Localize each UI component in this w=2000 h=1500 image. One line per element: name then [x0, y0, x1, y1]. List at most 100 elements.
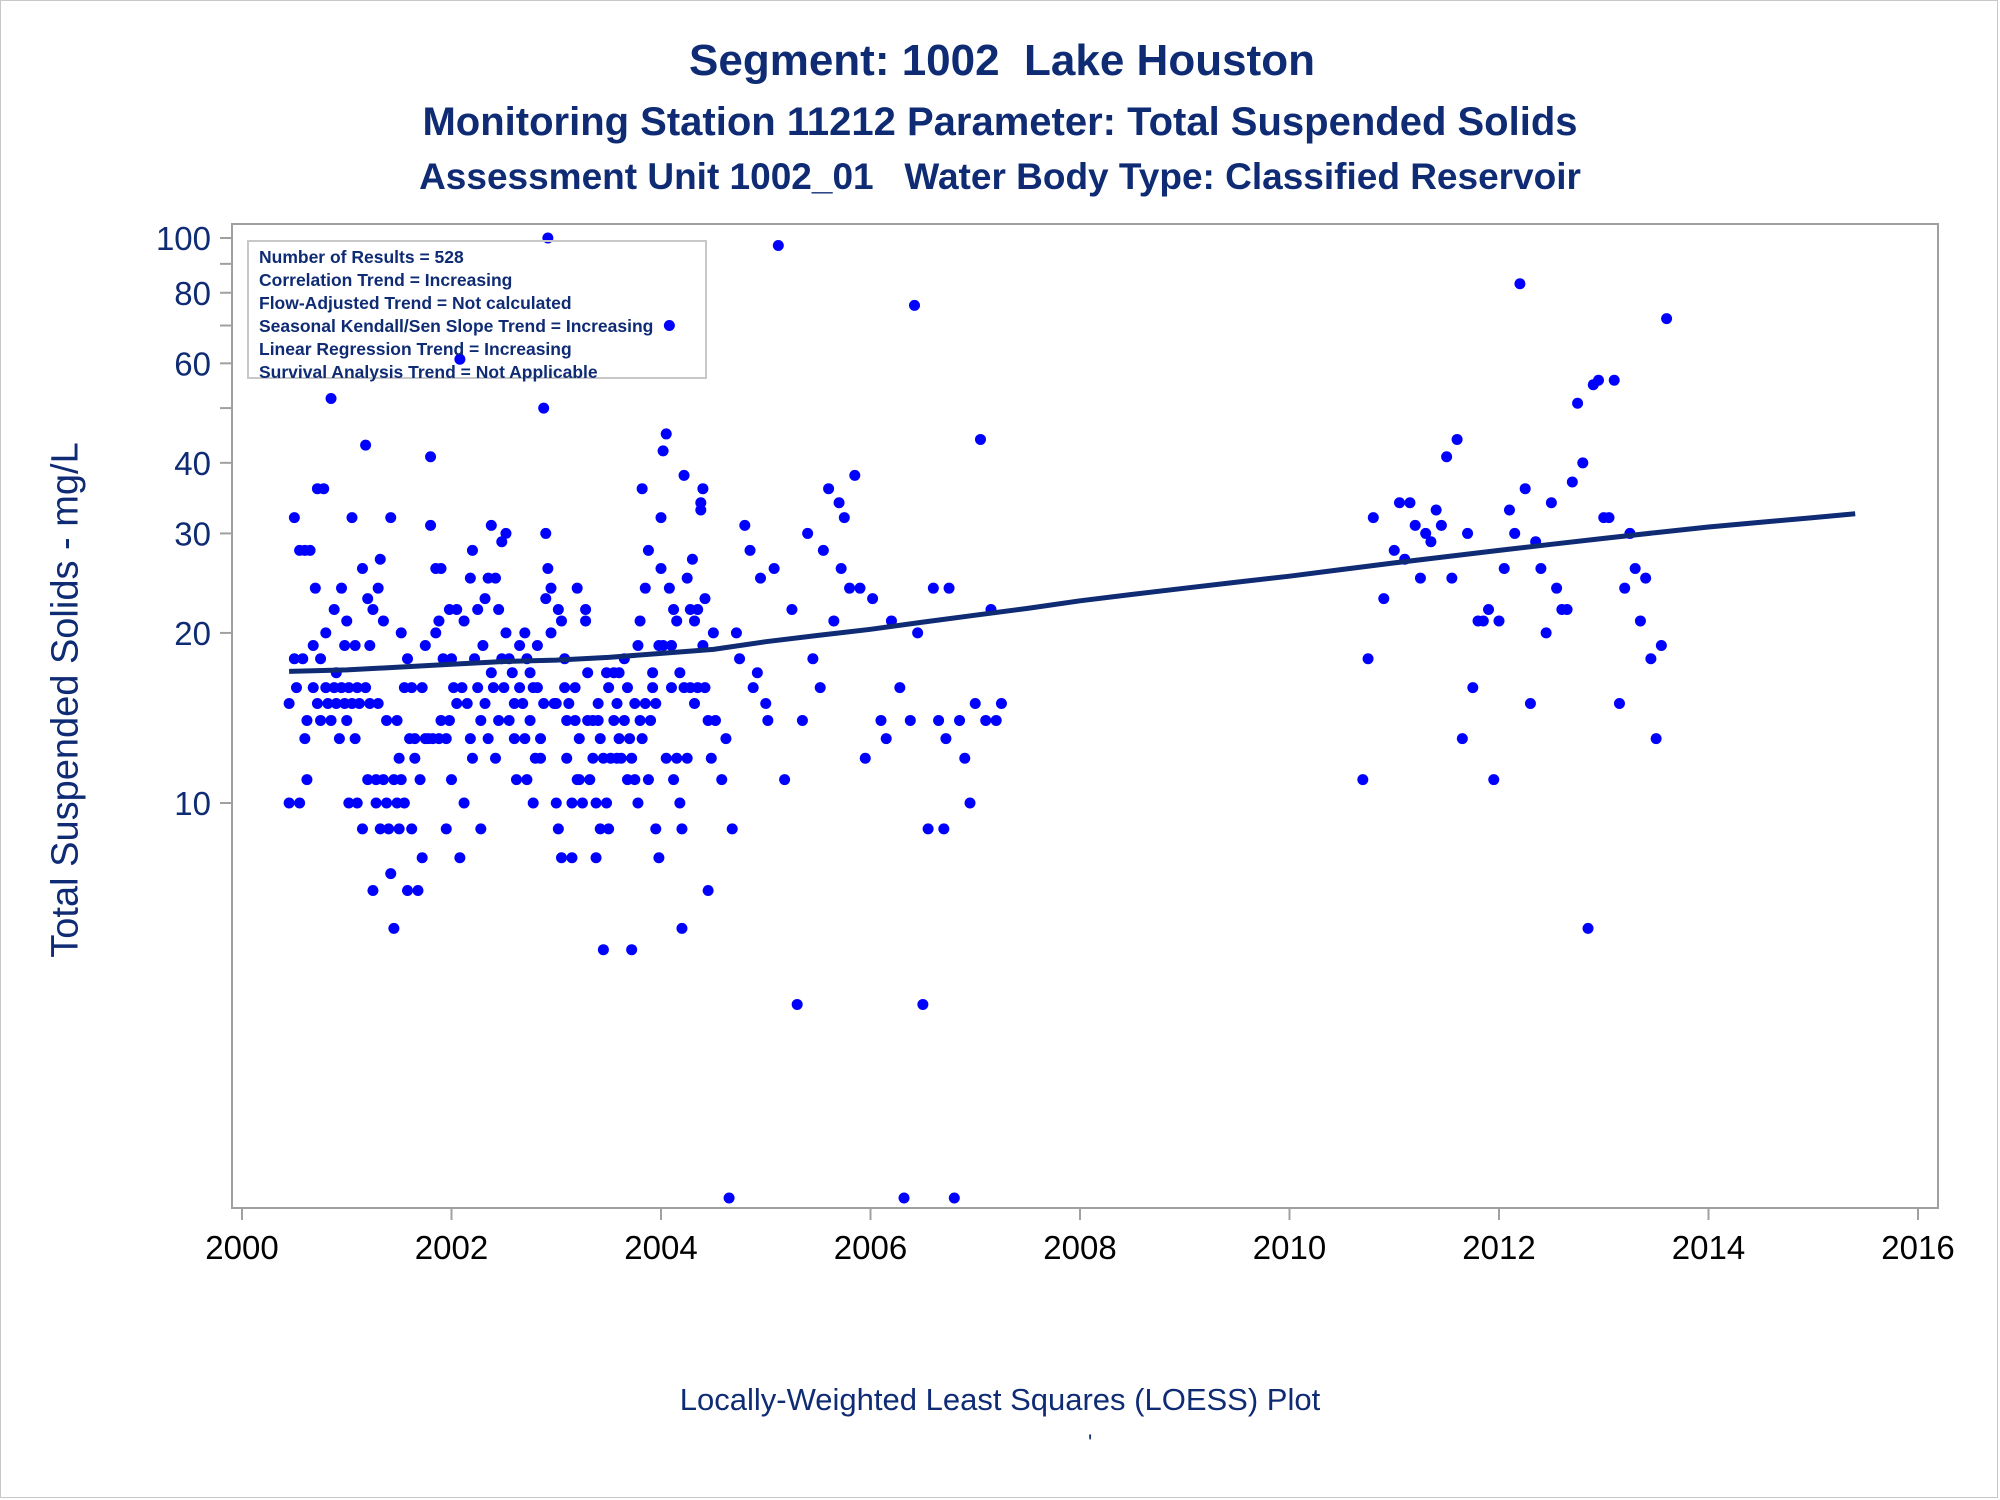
data-point — [974, 433, 986, 445]
data-point — [663, 320, 675, 332]
data-point — [1509, 527, 1521, 539]
data-point — [498, 682, 510, 694]
data-point — [545, 582, 557, 594]
data-point — [362, 774, 374, 786]
data-point — [341, 714, 353, 726]
loess-line — [289, 511, 1856, 674]
data-point — [786, 604, 798, 616]
data-point — [933, 714, 945, 726]
data-point — [519, 733, 531, 745]
data-point — [1540, 627, 1552, 639]
data-point — [443, 714, 455, 726]
data-point — [814, 682, 826, 694]
data-point — [859, 752, 871, 764]
data-point — [726, 823, 738, 835]
data-point — [416, 682, 428, 694]
y-tick-label: 60 — [174, 345, 211, 382]
data-point — [288, 653, 300, 665]
data-point — [290, 682, 302, 694]
data-point — [674, 667, 686, 679]
data-point — [563, 698, 575, 710]
data-point — [1613, 698, 1625, 710]
data-point — [647, 682, 659, 694]
data-point — [1467, 682, 1479, 694]
data-point — [1488, 774, 1500, 786]
data-point — [1446, 572, 1458, 584]
data-point — [430, 627, 442, 639]
data-point — [580, 615, 592, 627]
data-point — [315, 714, 327, 726]
data-point — [844, 582, 856, 594]
data-point — [584, 774, 596, 786]
data-point — [594, 733, 606, 745]
x-tick-label: 2002 — [415, 1229, 488, 1266]
data-point — [341, 615, 353, 627]
data-point — [668, 774, 680, 786]
data-point — [689, 615, 701, 627]
stats-line: Seasonal Kendall/Sen Slope Trend = Incre… — [259, 316, 654, 336]
data-point — [1655, 640, 1667, 652]
data-point — [1545, 497, 1557, 509]
data-point — [621, 682, 633, 694]
data-point — [723, 1192, 735, 1204]
data-point — [402, 653, 414, 665]
data-point — [650, 698, 662, 710]
data-point — [1619, 582, 1631, 594]
data-point — [454, 353, 466, 365]
data-point — [538, 698, 550, 710]
data-point — [311, 698, 323, 710]
data-point — [833, 497, 845, 509]
data-point — [668, 604, 680, 616]
data-point — [360, 439, 372, 451]
data-point — [768, 563, 780, 575]
data-point — [608, 714, 620, 726]
data-point — [1367, 512, 1379, 524]
data-point — [1357, 774, 1369, 786]
data-point — [356, 563, 368, 575]
data-point — [475, 714, 487, 726]
data-point — [448, 682, 460, 694]
data-point — [779, 774, 791, 786]
data-point — [540, 527, 552, 539]
data-point — [671, 615, 683, 627]
data-point — [381, 797, 393, 809]
data-point — [611, 698, 623, 710]
data-point — [1378, 593, 1390, 605]
data-point — [362, 593, 374, 605]
data-point — [343, 797, 355, 809]
data-point — [1441, 451, 1453, 463]
data-point — [466, 752, 478, 764]
data-point — [642, 774, 654, 786]
data-point — [569, 714, 581, 726]
data-point — [542, 563, 554, 575]
data-point — [351, 797, 363, 809]
data-point — [959, 752, 971, 764]
data-point — [716, 774, 728, 786]
data-point — [943, 582, 955, 594]
data-point — [552, 823, 564, 835]
data-point — [1519, 483, 1531, 495]
data-point — [475, 823, 487, 835]
data-point — [561, 714, 573, 726]
data-point — [894, 682, 906, 694]
data-point — [527, 797, 539, 809]
data-point — [393, 823, 405, 835]
data-point — [385, 868, 397, 880]
data-point — [597, 944, 609, 956]
data-point — [657, 640, 669, 652]
data-point — [709, 714, 721, 726]
data-point — [307, 640, 319, 652]
data-point — [1661, 313, 1673, 325]
data-point — [555, 852, 567, 864]
data-point — [580, 604, 592, 616]
data-point — [1634, 615, 1646, 627]
data-point — [699, 593, 711, 605]
data-point — [510, 774, 522, 786]
data-point — [339, 640, 351, 652]
data-point — [500, 627, 512, 639]
data-point — [503, 714, 515, 726]
data-point — [594, 823, 606, 835]
data-point — [676, 823, 688, 835]
data-point — [461, 698, 473, 710]
